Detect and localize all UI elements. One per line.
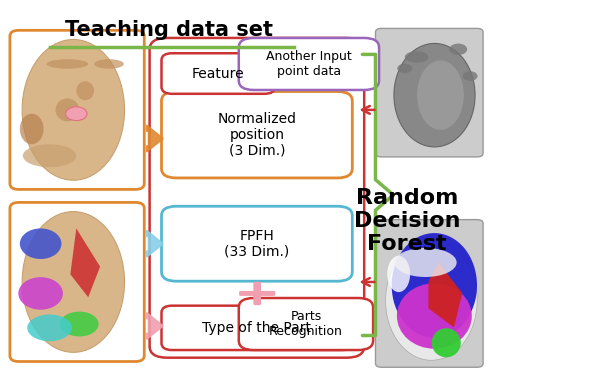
FancyBboxPatch shape [239, 291, 275, 296]
Ellipse shape [76, 81, 94, 100]
Ellipse shape [431, 328, 461, 357]
Ellipse shape [397, 64, 412, 73]
Polygon shape [146, 125, 163, 152]
Ellipse shape [23, 144, 76, 167]
Ellipse shape [386, 241, 477, 360]
Ellipse shape [463, 71, 478, 81]
FancyBboxPatch shape [253, 282, 261, 305]
Ellipse shape [19, 277, 63, 310]
Text: Teaching data set: Teaching data set [65, 19, 273, 40]
Text: Parts
Recognition: Parts Recognition [269, 310, 343, 338]
Ellipse shape [60, 312, 98, 336]
Polygon shape [428, 262, 462, 327]
FancyBboxPatch shape [161, 206, 352, 281]
FancyBboxPatch shape [161, 53, 275, 94]
FancyBboxPatch shape [239, 298, 373, 350]
Polygon shape [146, 313, 163, 340]
Polygon shape [70, 229, 100, 297]
FancyBboxPatch shape [149, 38, 364, 358]
Ellipse shape [449, 43, 467, 55]
Ellipse shape [22, 211, 125, 352]
Ellipse shape [47, 59, 88, 69]
Ellipse shape [27, 314, 72, 341]
Ellipse shape [394, 248, 457, 277]
FancyBboxPatch shape [161, 306, 352, 350]
Ellipse shape [20, 114, 44, 144]
FancyBboxPatch shape [10, 203, 144, 362]
Ellipse shape [397, 283, 472, 349]
Text: Type of the Part: Type of the Part [202, 321, 311, 335]
FancyBboxPatch shape [161, 92, 352, 178]
Ellipse shape [417, 61, 464, 130]
Ellipse shape [405, 51, 428, 63]
Ellipse shape [394, 43, 475, 147]
Ellipse shape [20, 229, 61, 259]
Text: Random
Decision
Forest: Random Decision Forest [354, 187, 460, 254]
FancyBboxPatch shape [376, 28, 483, 157]
FancyBboxPatch shape [239, 38, 379, 90]
FancyBboxPatch shape [376, 220, 483, 367]
Ellipse shape [392, 233, 477, 338]
Circle shape [65, 107, 87, 121]
Polygon shape [146, 230, 163, 257]
Ellipse shape [22, 40, 125, 180]
Text: FPFH
(33 Dim.): FPFH (33 Dim.) [224, 229, 290, 259]
FancyBboxPatch shape [10, 30, 144, 189]
Text: Another Input
point data: Another Input point data [266, 50, 352, 78]
Ellipse shape [56, 99, 79, 121]
Ellipse shape [387, 256, 410, 292]
Text: Feature: Feature [192, 66, 245, 81]
Ellipse shape [94, 59, 124, 69]
Text: Normalized
position
(3 Dim.): Normalized position (3 Dim.) [217, 111, 296, 158]
